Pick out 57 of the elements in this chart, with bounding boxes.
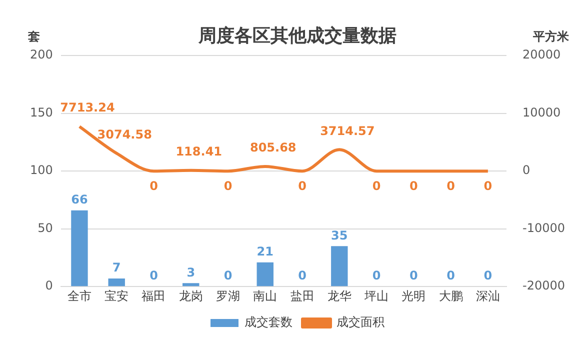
data-label: 0 (446, 268, 455, 283)
y-tick-label: 200 (30, 48, 53, 62)
data-label: 0 (484, 179, 492, 194)
data-label: 3 (186, 265, 196, 280)
x-tick-label: 罗湖 (216, 288, 240, 303)
y2-tick-label: -20000 (522, 278, 566, 293)
data-label: 0 (372, 179, 381, 194)
x-tick-label: 龙岗 (178, 288, 203, 303)
data-label: 0 (409, 268, 418, 283)
y-tick-label: 50 (38, 220, 53, 235)
data-label: 0 (150, 179, 158, 194)
data-label: 0 (446, 179, 455, 194)
y2-tick-label: 0 (522, 163, 530, 178)
data-label: 0 (484, 268, 492, 283)
y2-tick-label: -10000 (522, 220, 566, 235)
y2-tick-label: 10000 (522, 105, 561, 120)
bar (331, 246, 348, 286)
data-label: 0 (150, 268, 158, 283)
data-label: 118.41 (176, 144, 222, 159)
y-tick-label: 150 (30, 105, 53, 120)
y-tick-label: 0 (45, 278, 53, 293)
data-label: 805.68 (250, 140, 296, 155)
data-label: 3074.58 (97, 127, 152, 142)
data-label: 0 (372, 268, 381, 283)
x-tick-label: 福田 (142, 288, 166, 303)
y-tick-label: 100 (30, 163, 53, 178)
data-label: 21 (256, 244, 274, 258)
x-tick-label: 全市 (67, 288, 92, 303)
y2-tick-label: 20000 (522, 48, 561, 62)
data-label: 0 (224, 179, 232, 194)
x-tick-label: 南山 (253, 288, 278, 303)
bar (182, 283, 200, 286)
x-tick-label: 大鹏 (438, 288, 463, 303)
data-label: 7 (112, 260, 121, 275)
data-label: 66 (71, 192, 88, 206)
data-label: 7713.24 (60, 100, 115, 115)
bar (108, 278, 125, 286)
x-tick-label: 坪山 (364, 288, 389, 303)
bar (256, 262, 274, 286)
y-axis-title: 套 (27, 30, 40, 44)
line-series (78, 125, 490, 173)
x-tick-label: 盐田 (290, 288, 314, 303)
data-label: 0 (224, 268, 232, 283)
data-label: 0 (298, 179, 306, 194)
y2-axis-title: 平方米 (532, 30, 570, 44)
chart-title: 周度各区其他成交量数据 (198, 25, 396, 46)
legend-label: 成交套数 (244, 315, 292, 330)
x-tick-label: 深汕 (476, 288, 500, 303)
x-tick-label: 宝安 (104, 288, 129, 303)
data-label: 3714.57 (320, 124, 375, 138)
data-label: 0 (409, 179, 418, 194)
x-tick-label: 光明 (402, 288, 426, 303)
legend-label: 成交面积 (336, 315, 384, 330)
x-tick-label: 龙华 (327, 288, 352, 303)
data-label: 0 (298, 268, 306, 283)
data-label: 35 (331, 228, 348, 242)
bar (71, 210, 88, 286)
